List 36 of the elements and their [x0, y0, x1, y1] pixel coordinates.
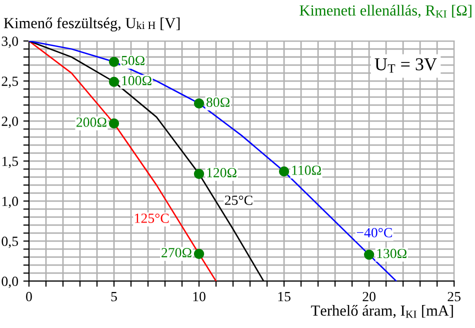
x-tick-label: 20 [362, 292, 376, 302]
y-tick-label: 0,5 [2, 236, 18, 248]
annotation: 270Ω [162, 248, 192, 258]
y-tick-label: 2,0 [2, 116, 18, 128]
point [364, 250, 374, 260]
annotation: 50Ω [122, 56, 144, 66]
annotation: 130Ω [377, 248, 406, 258]
annotation: 80Ω [206, 98, 230, 107]
point [194, 168, 204, 179]
point [194, 248, 204, 259]
point [108, 118, 120, 129]
x-axis-title: Terhelő áram, I$_{KI}$ [mA] [311, 305, 453, 318]
point [108, 56, 120, 67]
y-tick-label: 0,0 [2, 276, 18, 288]
annotation: 100Ω [122, 76, 152, 86]
x-tick-label: 5 [111, 292, 117, 302]
series-label: 125°C [135, 214, 169, 223]
y-tick-label: 3,0 [2, 36, 18, 48]
x-tick-label: 25 [448, 292, 460, 302]
x-tick-label: 10 [193, 292, 206, 302]
y-tick-label: 1,5 [2, 156, 18, 168]
text: Kimeneti ellenállás, R$_{KI}$ [Ω] [300, 4, 472, 18]
point [108, 76, 120, 87]
point [278, 166, 290, 177]
y-tick-label: 2,5 [2, 76, 18, 88]
annotation: 200Ω [76, 118, 106, 127]
series-label: −40°C [356, 228, 392, 238]
y-axis-title: Kimenő feszültség, Uki H [V] [4, 17, 180, 32]
series-label: 25°C [224, 196, 252, 205]
x-tick-label: 0 [26, 292, 32, 302]
point [194, 98, 204, 109]
x-tick-label: 15 [278, 292, 290, 302]
annotation: 120Ω [207, 168, 236, 178]
y-tick-label: 1,0 [2, 196, 18, 208]
annotation: 110Ω [292, 166, 321, 175]
annotation: U$_{T}$ = 3V [374, 58, 437, 73]
